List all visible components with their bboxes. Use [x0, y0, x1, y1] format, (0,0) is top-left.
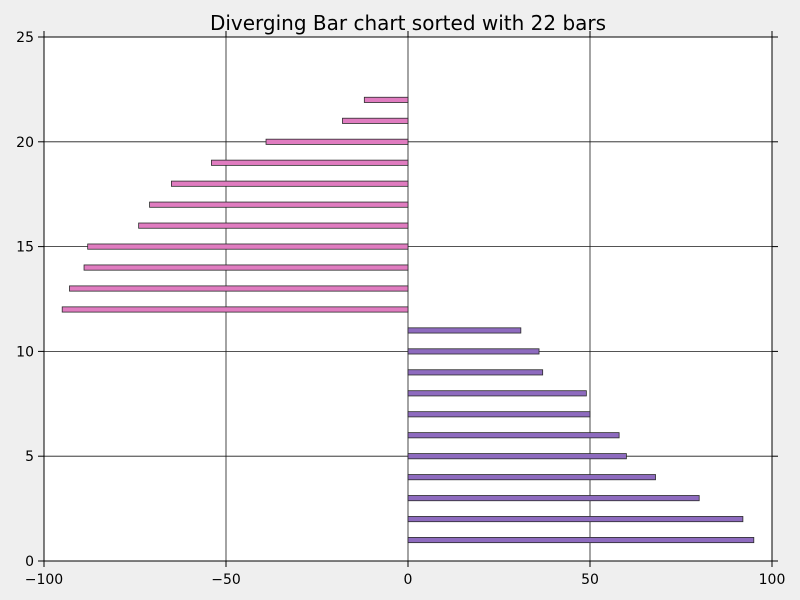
x-tick-label: 50 — [581, 572, 599, 588]
axis-ticks: −100 −50 0 50 100 0 5 10 15 20 25 — [16, 30, 785, 588]
bar-negative — [87, 243, 409, 250]
x-tick-label: −50 — [211, 572, 241, 588]
x-tick-label: 0 — [404, 572, 413, 588]
bar-negative — [138, 222, 409, 229]
bar-positive — [407, 474, 656, 481]
x-tick-label: −100 — [25, 572, 63, 588]
chart-title: Diverging Bar chart sorted with 22 bars — [210, 11, 606, 35]
bar-positive — [407, 432, 620, 439]
bar-positive — [407, 369, 544, 376]
bar-series — [61, 96, 755, 544]
bar-positive — [407, 537, 755, 544]
y-tick-label: 5 — [25, 449, 34, 465]
bar-positive — [407, 411, 591, 418]
bar-positive — [407, 390, 587, 397]
bar-positive — [407, 495, 700, 502]
y-tick-label: 15 — [16, 240, 34, 256]
bar-negative — [83, 264, 409, 271]
bar-negative — [170, 180, 409, 187]
bar-negative — [265, 138, 409, 145]
y-tick-label: 20 — [16, 135, 34, 151]
y-tick-label: 10 — [16, 344, 34, 360]
bar-positive — [407, 516, 744, 523]
bar-negative — [61, 306, 409, 313]
x-tick-label: 100 — [759, 572, 786, 588]
bar-positive — [407, 327, 522, 334]
bar-positive — [407, 453, 627, 460]
bar-negative — [342, 117, 409, 124]
y-tick-label: 25 — [16, 30, 34, 46]
bar-negative — [69, 285, 409, 292]
bar-negative — [149, 201, 409, 208]
y-tick-label: 0 — [25, 554, 34, 570]
bar-negative — [211, 159, 409, 166]
bar-positive — [407, 348, 540, 355]
bar-negative — [363, 96, 409, 103]
